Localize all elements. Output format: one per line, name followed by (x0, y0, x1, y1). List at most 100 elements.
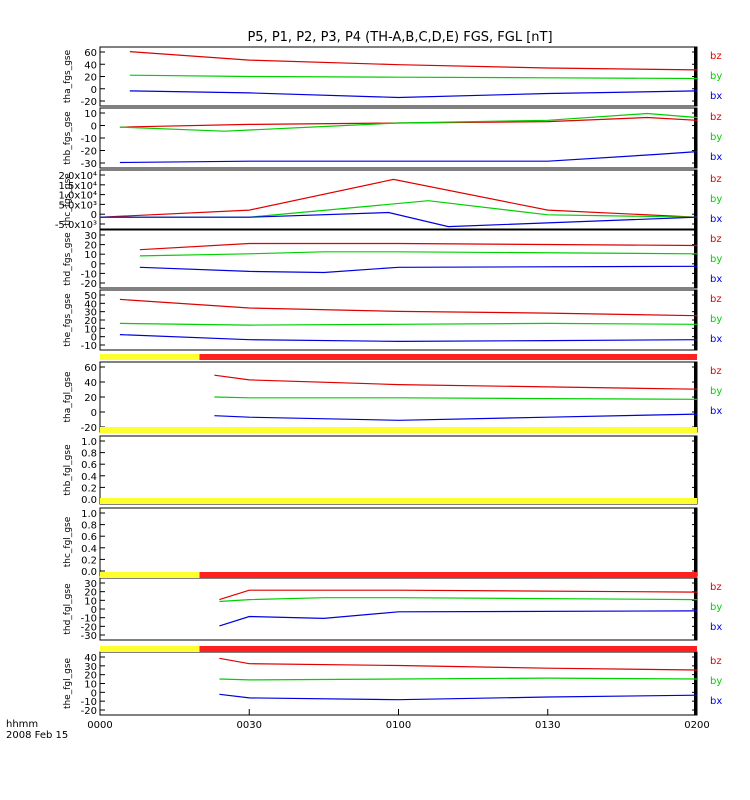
y-tick-label: -30 (81, 159, 97, 170)
panel-tha_fgl_gse: tha_fgl_gse 60 40 20 0 -20 bz by bx (63, 361, 722, 434)
y-tick-label: 0.2 (81, 483, 97, 494)
y-tick-label: 0.0 (81, 567, 97, 578)
x-axis: 0000 0030 0100 0130 0200 (87, 709, 710, 731)
y-tick-label: 30 (84, 662, 97, 673)
flag-segment-flag_none (100, 646, 200, 652)
y-tick-label: 0 (91, 605, 97, 616)
y-tick-label: -20 (81, 147, 97, 158)
legend-bz: bz (710, 656, 722, 667)
panel-frame (99, 361, 698, 433)
chart-title: P5, P1, P2, P3, P4 (TH-A,B,C,D,E) FGS, F… (247, 30, 552, 45)
y-tick-label: 0.6 (81, 460, 97, 471)
legend-bx: bx (710, 274, 722, 285)
series-line-bx (119, 151, 698, 164)
legend-bx: bx (710, 334, 722, 345)
y-tick-label: 10 (84, 680, 97, 691)
x-units-label: hhmm (6, 719, 38, 730)
y-tick-label: 30 (84, 579, 97, 590)
x-tick-label: 0130 (535, 720, 560, 731)
y-tick-label: 0 (91, 408, 97, 419)
y-axis-label: the_fgs_gse (63, 293, 73, 347)
y-tick-label: 60 (84, 363, 97, 374)
y-tick-label: -5.0x10³ (55, 220, 97, 231)
panel-frame (99, 229, 698, 289)
y-axis-label: thb_fgl_gse (63, 444, 73, 496)
panel-right-edge (694, 508, 697, 576)
y-tick-label: -10 (81, 697, 97, 708)
series-line-by (214, 396, 698, 400)
panel-thb_fgl_gse: thb_fgl_gse 1.00.80.60.40.20.0 (63, 435, 698, 506)
legend-bx: bx (710, 622, 722, 633)
y-tick-label: 1.0 (81, 509, 97, 520)
legend-bz: bz (710, 234, 722, 245)
legend-bx: bx (710, 696, 722, 707)
y-tick-label: -30 (81, 631, 97, 642)
y-tick-label: 0.0 (81, 495, 97, 506)
series-line-bx (139, 265, 698, 274)
y-tick-label: 20 (84, 588, 97, 599)
panel-right-edge (694, 436, 697, 504)
series-line-bz (219, 657, 698, 671)
legend-by: by (710, 676, 722, 687)
panel-frame (99, 107, 698, 169)
y-tick-label: -10 (81, 134, 97, 145)
series-line-bz (129, 51, 698, 71)
y-tick-label: -20 (81, 706, 97, 717)
series-line-by (119, 322, 698, 326)
series-line-by (129, 74, 698, 80)
panel-frame (99, 435, 698, 505)
legend-bx: bx (710, 406, 722, 417)
y-tick-label: 0 (91, 85, 97, 96)
y-tick-label: 10 (84, 250, 97, 261)
panel-thc_fgl_gse: thc_fgl_gse 1.00.80.60.40.20.0 (63, 507, 698, 578)
panel-thb_fgs_gse: thb_fgs_gse 10 0-10 -20-30 bz by bx (63, 107, 722, 170)
y-axis-label: tha_fgl_gse (63, 371, 73, 423)
y-tick-label: 20 (84, 73, 97, 84)
series-line-bz (119, 116, 698, 128)
legend-by: by (710, 386, 722, 397)
flag-segment-flag_good (199, 354, 697, 360)
legend-by: by (710, 194, 722, 205)
y-tick-label: 0.6 (81, 532, 97, 543)
series-line-bx (219, 610, 698, 627)
series-line-bz (214, 374, 698, 390)
series-line-bx (100, 211, 698, 228)
series-line-bz (99, 178, 698, 218)
y-tick-label: 0.8 (81, 521, 97, 532)
y-tick-label: 0.4 (81, 544, 97, 555)
flag-segment-flag_none (100, 498, 697, 504)
y-axis-label: thb_fgs_gse (63, 111, 73, 165)
flag-bars (100, 354, 697, 652)
y-tick-label: 50 (84, 291, 97, 302)
y-tick-label: 5.0x10³ (58, 200, 97, 211)
legend-by: by (710, 254, 722, 265)
legend-bz: bz (710, 366, 722, 377)
y-tick-label: 1.5x10⁴ (58, 181, 97, 192)
y-tick-label: 0 (91, 122, 97, 133)
y-tick-label: 1.0x10⁴ (58, 191, 97, 202)
panel-frame (99, 651, 698, 716)
y-axis-label: the_fgl_gse (63, 657, 73, 709)
y-tick-label: 20 (84, 393, 97, 404)
y-tick-label: 10 (84, 109, 97, 120)
legend-by: by (710, 314, 722, 325)
flag-segment-flag_none (100, 354, 200, 360)
legend-bz: bz (710, 174, 722, 185)
panel-right-edge (694, 170, 697, 229)
y-tick-label: -10 (81, 614, 97, 625)
series-line-by (219, 597, 698, 603)
panel-right-edge (694, 230, 697, 288)
y-tick-label: 1.0 (81, 437, 97, 448)
y-tick-label: 0 (91, 210, 97, 221)
x-tick-label: 0200 (684, 720, 709, 731)
legend-by: by (710, 602, 722, 613)
series-line-bz (119, 298, 698, 317)
series-line-bx (119, 334, 698, 343)
series-line-by (139, 251, 698, 257)
y-axis-label: thd_fgs_gse (63, 232, 73, 286)
y-tick-label: 40 (84, 299, 97, 310)
